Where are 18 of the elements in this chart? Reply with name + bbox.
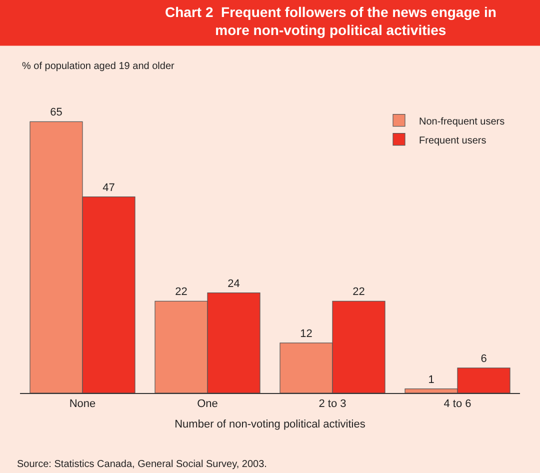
chart-title: Chart 2 Frequent followers of the news engage in more non-voting political activities [165, 4, 496, 38]
data-label: 22 [352, 286, 365, 298]
data-label: 22 [175, 286, 188, 298]
data-label: 65 [50, 106, 62, 119]
x-tick-label: 2 to 3 [318, 398, 346, 410]
data-label: 47 [102, 182, 115, 194]
y-axis-title: % of population aged 19 and older [22, 61, 176, 72]
legend-label: Frequent users [419, 135, 486, 146]
data-label: 1 [428, 374, 434, 386]
legend-label: Non-frequent users [419, 116, 505, 128]
data-label: 12 [300, 328, 312, 340]
x-tick-label: One [197, 398, 218, 410]
data-label: 6 [480, 352, 487, 365]
x-tick-label: 4 to 6 [444, 398, 472, 410]
data-label: 24 [228, 278, 240, 290]
x-tick-label: None [69, 398, 96, 410]
source-note: Source: Statistics Canada, General Social Survey, 2003. [17, 459, 267, 470]
x-axis-title: Number of non-voting political activities [174, 418, 366, 430]
